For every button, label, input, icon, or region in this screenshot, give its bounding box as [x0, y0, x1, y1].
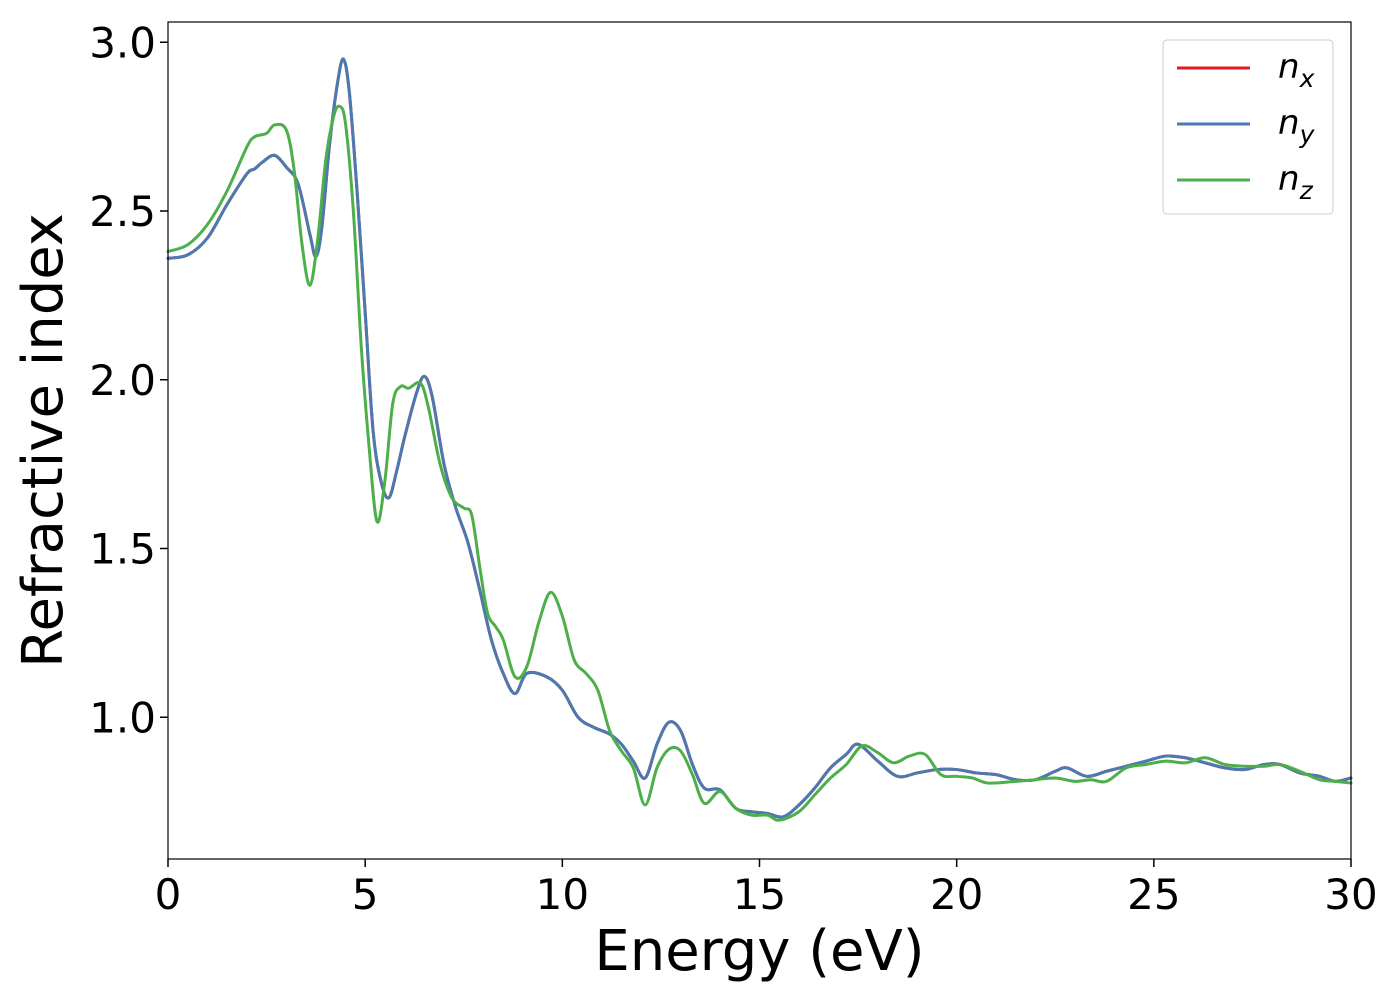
x-tick-label: 15 — [733, 870, 786, 919]
x-tick-label: 10 — [536, 870, 589, 919]
y-tick-label: 1.5 — [89, 525, 156, 574]
legend: nx ny nz — [1162, 39, 1334, 215]
series-line-n-z — [166, 104, 1353, 822]
plot-frame — [167, 21, 1352, 860]
y-axis-title: Refractive index — [11, 213, 76, 668]
y-tick-label: 2.5 — [89, 187, 156, 236]
legend-label-n-x: nx — [1278, 47, 1315, 93]
legend-items: nx ny nz — [1177, 47, 1316, 205]
y-tick-label: 1.0 — [89, 693, 156, 742]
series-line-n-y — [166, 57, 1353, 819]
legend-label-n-y: ny — [1278, 103, 1316, 149]
y-tick-label: 3.0 — [89, 18, 156, 67]
x-tick-label: 25 — [1127, 870, 1180, 919]
ticks-layer: 0 5 10 15 20 25 30 1.0 1.5 2.0 2.5 3.0 — [89, 18, 1378, 919]
x-tick-label: 30 — [1324, 870, 1377, 919]
legend-label-n-z: nz — [1278, 159, 1314, 205]
x-tick-label: 20 — [930, 870, 983, 919]
y-tick-label: 2.0 — [89, 356, 156, 405]
x-tick-label: 5 — [352, 870, 379, 919]
x-tick-label: 0 — [155, 870, 182, 919]
legend-box — [1162, 39, 1334, 215]
series-layer — [166, 57, 1353, 822]
x-axis-title: Energy (eV) — [594, 919, 924, 984]
